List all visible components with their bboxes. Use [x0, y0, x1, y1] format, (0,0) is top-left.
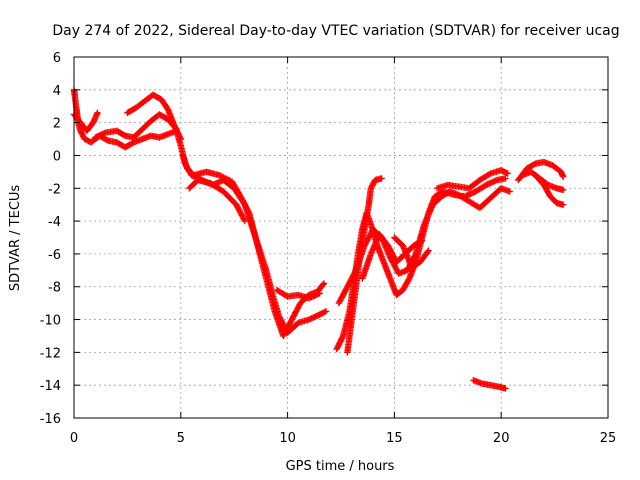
data-point: [425, 247, 432, 254]
x-tick-label: 25: [600, 431, 617, 446]
data-point: [245, 208, 252, 215]
y-tick-label: -6: [48, 248, 61, 263]
y-tick-label: 0: [53, 149, 61, 164]
data-point: [411, 252, 419, 259]
data-point: [502, 175, 509, 182]
data-point: [506, 188, 513, 195]
data-point: [424, 248, 431, 256]
data-point: [224, 176, 231, 183]
data-point: [223, 175, 230, 182]
data-point: [221, 174, 229, 182]
data-point: [559, 186, 567, 194]
y-tick-label: -8: [48, 281, 61, 296]
series-trace-14: [470, 377, 509, 392]
y-axis-label: SDTVAR / TECUs: [8, 185, 23, 292]
x-tick-label: 5: [177, 431, 185, 446]
series-trace-4: [92, 111, 180, 141]
y-tick-label: 2: [53, 117, 61, 132]
series-trace-7: [273, 286, 323, 302]
x-tick-label: 20: [493, 431, 510, 446]
x-tick-label: 0: [70, 431, 78, 446]
data-point: [504, 170, 511, 177]
y-tick-label: -4: [48, 215, 61, 230]
series-trace-13: [433, 167, 511, 192]
data-point: [322, 308, 330, 315]
series-trace-11: [359, 231, 426, 282]
y-tick-label: -16: [40, 412, 61, 427]
x-axis-ticks: 0 5 10 15 20 25: [70, 57, 616, 446]
x-tick-label: 15: [386, 431, 403, 446]
y-tick-label: -10: [40, 314, 61, 329]
data-point: [94, 109, 101, 116]
data-point: [173, 126, 180, 133]
series-trace-6: [186, 176, 249, 225]
series-trace-5: [179, 152, 328, 340]
data-point: [241, 217, 249, 225]
data-point: [352, 268, 359, 275]
data-point: [417, 238, 425, 245]
series-trace-12: [391, 234, 432, 271]
data-point: [559, 201, 567, 208]
data-point: [316, 290, 323, 297]
data-point: [485, 171, 493, 178]
data-point: [217, 172, 224, 180]
data-point: [226, 177, 233, 184]
y-tick-label: -2: [48, 182, 61, 197]
data-point: [378, 175, 385, 182]
plot-frame: [73, 56, 609, 419]
data-point: [418, 237, 426, 244]
data-points: [70, 86, 567, 392]
data-point: [177, 135, 184, 143]
y-tick-label: 4: [53, 84, 61, 99]
data-point: [218, 173, 226, 180]
x-axis-label: GPS time / hours: [286, 459, 395, 474]
data-point: [220, 174, 227, 181]
data-point: [172, 124, 179, 132]
series-trace-10: [335, 185, 513, 307]
data-point: [503, 169, 510, 177]
x-tick-label: 10: [279, 431, 296, 446]
data-point: [502, 385, 509, 392]
data-point: [216, 171, 223, 179]
data-point: [319, 281, 327, 288]
data-point: [321, 308, 328, 316]
data-point: [559, 173, 567, 180]
grid-lines: [74, 57, 608, 418]
series-trace-3: [124, 91, 184, 143]
y-tick-label: -14: [40, 379, 61, 394]
series-trace-17: [532, 171, 567, 208]
data-point: [320, 280, 328, 287]
y-axis-ticks: 6 4 2 0 -2 -4 -6 -8 -10 -12 -14 -16: [40, 51, 608, 427]
data-point: [240, 216, 248, 223]
y-tick-label: 6: [53, 51, 61, 66]
chart-title: Day 274 of 2022, Sidereal Day-to-day VTE…: [52, 23, 619, 39]
y-tick-label: -12: [40, 346, 61, 361]
